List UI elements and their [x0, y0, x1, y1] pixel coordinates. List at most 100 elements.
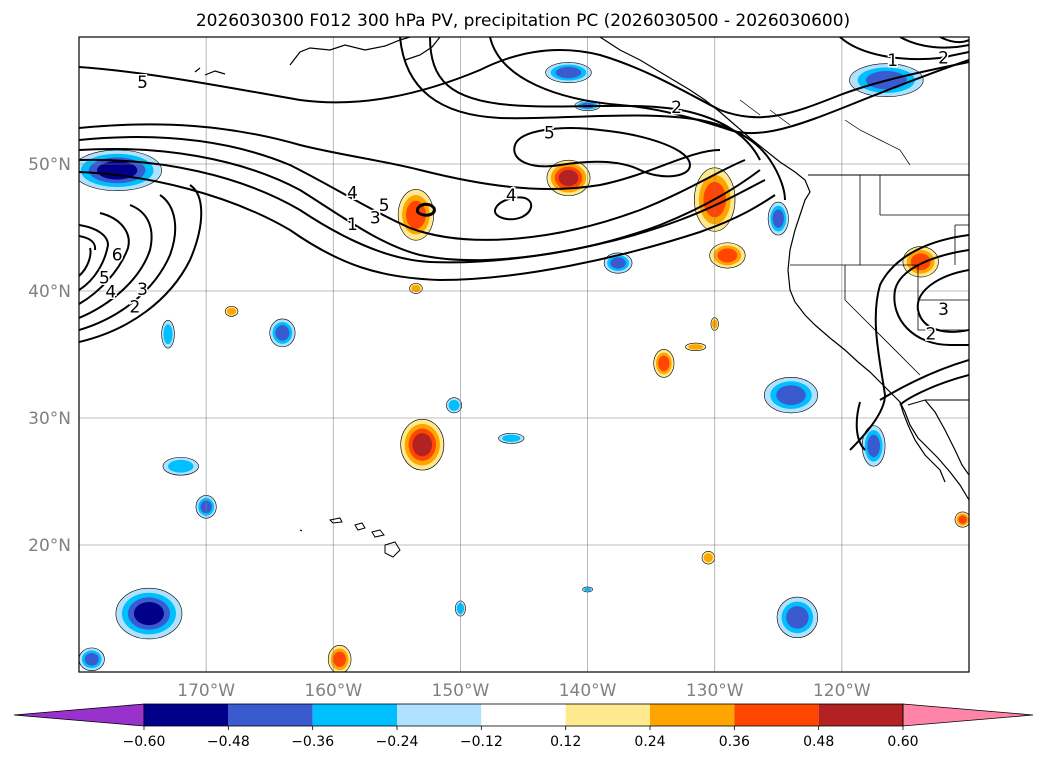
colorbar-tick-label: 0.24 [634, 734, 665, 750]
latitude-tick-label: 20°N [28, 536, 71, 556]
contour-value-label: 1 [887, 51, 898, 71]
contour-value-label: 2 [925, 324, 936, 344]
border-us-states [790, 175, 969, 376]
precip-contour-ring [560, 69, 577, 76]
pv-contour-5-closed [513, 127, 692, 178]
latitude-tick-label: 50°N [28, 155, 71, 175]
border-us-mexico [907, 399, 969, 406]
coastline-north-america [599, 37, 969, 501]
colorbar-tick-label: −0.48 [207, 734, 250, 750]
colorbar-segment [481, 704, 566, 726]
colorbar-tick-labels: −0.60 −0.48 −0.36 −0.24 −0.12 0.12 0.24 0.36 0.4… [123, 726, 919, 750]
precip-cell [545, 62, 592, 84]
contour-value-label: 2 [938, 49, 949, 69]
pv-contour-west-6 [79, 235, 97, 277]
colorbar-tick-label: 0.36 [719, 734, 750, 750]
contour-value-label: 4 [105, 282, 116, 302]
latitude-tick-label: 40°N [28, 282, 71, 302]
colorbar-segment [565, 704, 650, 726]
pv-contour-east-1 [849, 234, 969, 451]
longitude-tick-label: 160°W [304, 681, 362, 701]
precip-cell [327, 645, 352, 672]
precip-cell [161, 319, 175, 349]
precip-cell [498, 432, 525, 444]
colorbar-segment [144, 704, 229, 726]
longitude-tick-label: 120°W [813, 681, 871, 701]
precip-contour-ring [87, 655, 96, 664]
coastline-alaska [194, 37, 441, 76]
pv-contour-west-1 [79, 184, 203, 343]
canada-interior [739, 99, 911, 166]
precip-cell [224, 305, 239, 317]
map-frame [78, 36, 970, 673]
coastlines-layer [194, 37, 969, 558]
precip-contour-ring [705, 554, 712, 561]
pv-contour-west-4 [79, 212, 130, 305]
precip-contour-ring [105, 164, 130, 176]
precip-contour-ring [165, 328, 171, 341]
precip-contour-ring [335, 654, 344, 664]
pv-contour-ne [839, 37, 969, 61]
contour-value-label: 5 [137, 73, 148, 93]
colorbar: −0.60 −0.48 −0.36 −0.24 −0.12 0.12 0.24 0.36 0.4… [13, 703, 1034, 750]
precip-contour-ring [416, 437, 429, 452]
precip-contour-ring [721, 251, 734, 260]
pv-contour-lines [79, 37, 969, 451]
precip-contour-ring [228, 309, 235, 314]
pv-contour-inner-1 [79, 123, 721, 191]
colorbar-tick-label: 0.12 [550, 734, 581, 750]
precip-contour-ring [660, 358, 668, 369]
colorbar-tick-label: −0.24 [376, 734, 419, 750]
colorbar-segment [650, 704, 735, 726]
contour-value-label: 4 [506, 186, 517, 206]
contour-value-label: 3 [137, 280, 148, 300]
contour-value-label: 3 [938, 300, 949, 320]
pv-contour-inner-4 [79, 158, 766, 264]
precip-contour-ring [562, 173, 575, 183]
colorbar-tick-label: −0.36 [291, 734, 334, 750]
precip-cell [954, 511, 969, 528]
pv-contour-west-5 [79, 224, 110, 291]
precip-cell [685, 342, 707, 351]
precip-cell [767, 201, 789, 236]
colorbar-outline [143, 703, 904, 727]
precip-contour-ring [413, 286, 419, 291]
precip-cell [776, 596, 818, 639]
pv-contour-east-3 [916, 269, 969, 333]
latitude-tick-labels: 50°N 40°N 30°N 20°N [28, 155, 71, 556]
contour-value-label: 2 [671, 98, 682, 118]
contour-value-label: 4 [347, 183, 358, 203]
pv-contour-inner-2 [79, 136, 746, 241]
longitude-tick-label: 170°W [177, 681, 235, 701]
colorbar-tick-label: −0.60 [123, 734, 166, 750]
pv-contour-inner-5 [79, 171, 776, 282]
pv-contour-pv6-core [415, 202, 436, 217]
precip-cell [115, 587, 183, 640]
precip-contour-ring [450, 402, 458, 409]
precip-contour-ring [691, 345, 701, 349]
precip-cell [162, 457, 199, 476]
colorbar-segments [13, 703, 1034, 727]
precip-contour-ring [139, 606, 158, 621]
precip-cell [763, 377, 818, 414]
hawaii-islands [299, 517, 401, 558]
longitude-tick-label: 130°W [686, 681, 744, 701]
precip-cell [709, 242, 746, 269]
colorbar-segment [312, 704, 397, 726]
coastline-gulf-california [924, 399, 969, 476]
precip-contour-ring [505, 436, 517, 441]
pv-contour-east-2 [879, 249, 969, 401]
contour-value-label: 2 [130, 298, 141, 318]
precip-cell [861, 425, 886, 467]
precip-cell [409, 283, 423, 294]
coastline-baja [899, 401, 946, 483]
contour-value-label: 3 [370, 209, 381, 229]
colorbar-tick-label: 0.60 [887, 734, 918, 750]
pv-contour-2-north [489, 37, 969, 135]
precip-cell [603, 252, 633, 274]
precip-contour-ring [173, 462, 189, 471]
contour-value-label: 1 [347, 215, 358, 235]
contour-value-label: 6 [112, 246, 123, 266]
